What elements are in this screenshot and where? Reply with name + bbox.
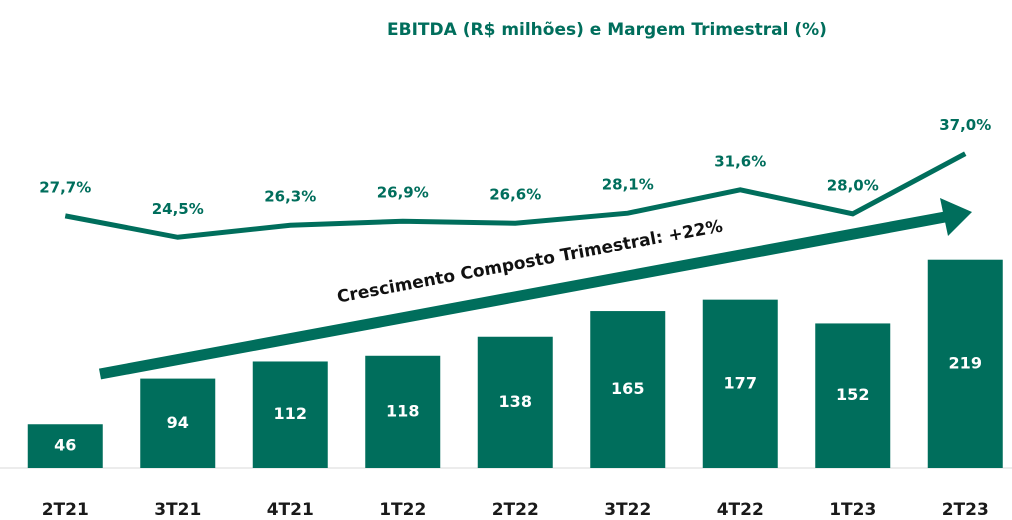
data-label: 26,9% (377, 184, 429, 202)
bar (590, 311, 666, 468)
data-label: 46 (54, 436, 76, 455)
x-tick-label: 2T21 (42, 500, 89, 520)
x-tick-label: 1T22 (379, 500, 426, 520)
bar (140, 378, 216, 468)
data-label: 24,5% (152, 200, 204, 218)
bar (252, 361, 328, 468)
data-label: 28,1% (602, 176, 654, 194)
x-tick-label: 4T22 (717, 500, 764, 520)
data-label: 37,0% (939, 116, 991, 134)
data-label: 118 (386, 401, 419, 420)
arrow-head (940, 198, 972, 236)
x-tick-label: 2T23 (942, 500, 989, 520)
margin-line (64, 151, 967, 240)
data-label: 152 (836, 385, 869, 404)
x-tick-label: 1T23 (829, 500, 876, 520)
bar (477, 336, 553, 468)
data-label: 26,3% (264, 188, 316, 206)
bar (365, 355, 441, 468)
x-tick-label: 3T22 (604, 500, 651, 520)
data-label: 94 (167, 413, 189, 432)
data-label: 31,6% (714, 152, 766, 170)
chart-title: EBITDA (R$ milhões) e Margem Trimestral … (387, 20, 827, 40)
data-label: 26,6% (489, 186, 541, 204)
bar (702, 299, 778, 468)
data-label: 28,0% (827, 176, 879, 194)
x-tick-label: 4T21 (267, 500, 314, 520)
bar (27, 424, 103, 468)
x-tick-label: 2T22 (492, 500, 539, 520)
bar (927, 259, 1003, 468)
data-label: 165 (611, 379, 644, 398)
arrow-shaft (98, 211, 947, 380)
data-label: 219 (949, 353, 982, 372)
data-label: 138 (499, 392, 532, 411)
data-label: 112 (274, 404, 307, 423)
growth-arrow (98, 198, 972, 380)
x-tick-label: 3T21 (154, 500, 201, 520)
bar (815, 323, 891, 468)
data-label: 27,7% (39, 178, 91, 196)
data-label: 177 (724, 373, 757, 392)
